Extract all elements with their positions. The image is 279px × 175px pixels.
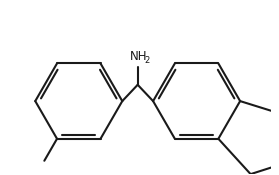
Text: 2: 2	[145, 56, 150, 65]
Text: NH: NH	[130, 50, 147, 63]
